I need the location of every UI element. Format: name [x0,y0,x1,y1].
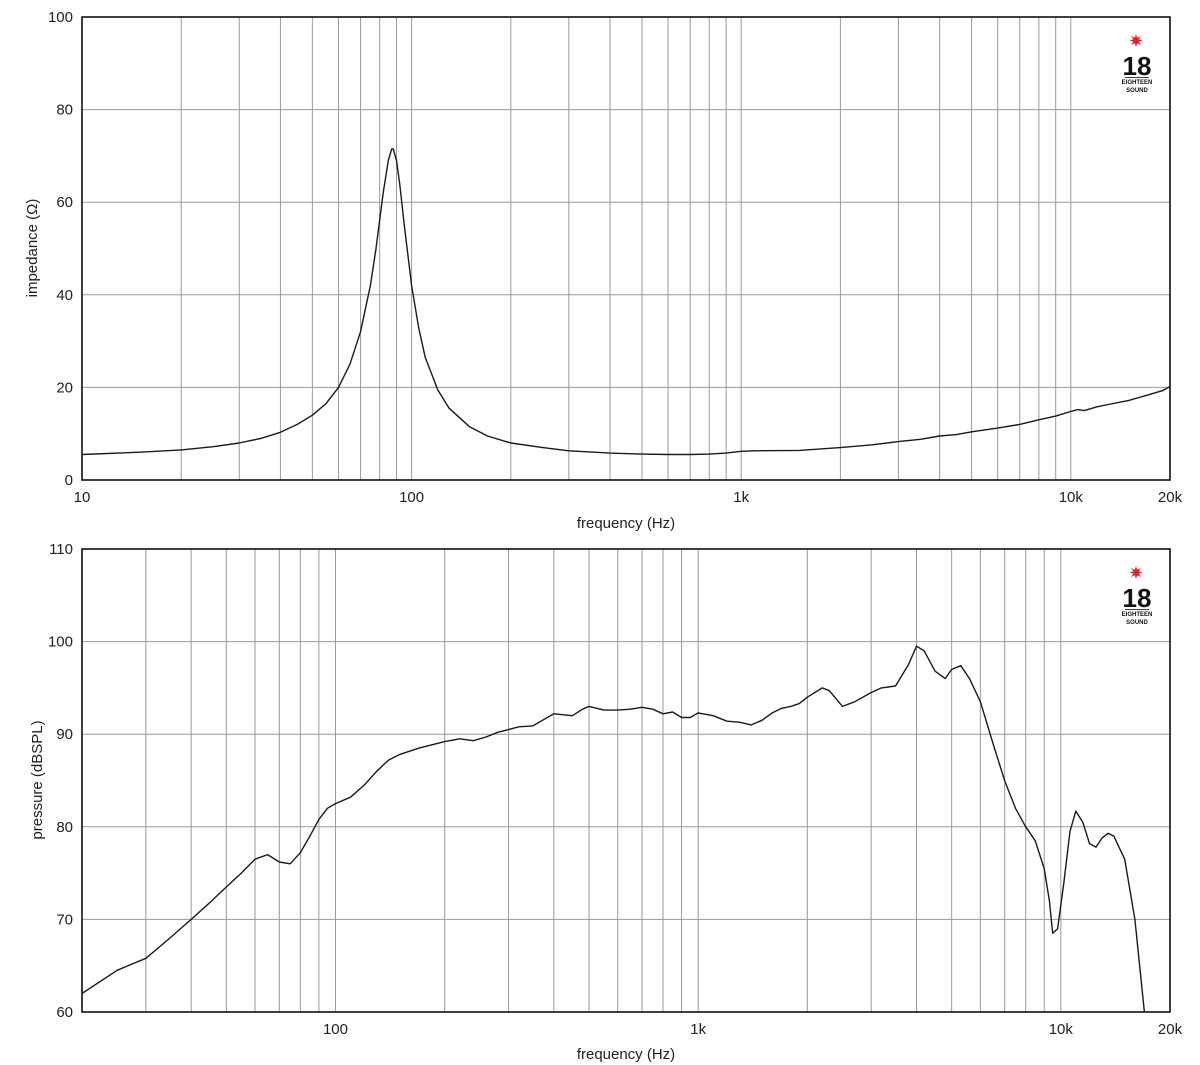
y-tick-label: 70 [56,911,73,928]
star-icon [1129,34,1143,47]
x-tick-label: 10k [1049,1021,1074,1038]
y-tick-label: 40 [56,287,73,304]
x-tick-label: 100 [399,489,424,506]
x-tick-label: 100 [323,1021,348,1038]
y-tick-label: 60 [56,1004,73,1021]
logo-line2: SOUND [1126,620,1148,626]
impedance-chart: 0 20 40 60 80 100 10 100 1k 10k 20k frequency (Hz)… [24,9,1183,532]
y-tick-label: 100 [48,634,73,651]
star-icon [1129,566,1143,579]
pressure-chart: 60 70 80 90 100 110 100 1k 10k 20k frequency (Hz)… [29,541,1183,1063]
logo-number: 18 [1123,583,1152,613]
impedance-curve [81,148,1171,456]
x-tick-label: 1k [733,489,749,506]
logo-line2: SOUND [1126,88,1148,94]
eighteen-sound-logo: 18 EIGHTEEN SOUND [1122,34,1153,94]
impedance-xlabel: frequency (Hz) [577,515,675,532]
impedance-ylabel: impedance (Ω) [24,199,41,298]
y-tick-label: 110 [49,541,73,558]
y-tick-label: 80 [56,102,73,119]
pressure-plot-frame [81,548,1171,1013]
y-tick-label: 0 [65,472,73,489]
x-tick-label: 20k [1158,489,1183,506]
y-tick-label: 80 [56,819,73,836]
x-tick-label: 20k [1158,1021,1183,1038]
y-tick-label: 100 [48,9,73,26]
y-tick-label: 90 [56,726,73,743]
impedance-plot-frame [81,16,1171,481]
logo-line1: EIGHTEEN [1122,612,1153,618]
y-tick-label: 20 [56,379,73,396]
x-tick-label: 10k [1059,489,1084,506]
y-tick-label: 60 [56,194,73,211]
pressure-ylabel: pressure (dBSPL) [29,720,46,839]
logo-number: 18 [1123,51,1152,81]
logo-line1: EIGHTEEN [1122,80,1153,86]
x-tick-label: 10 [74,489,91,506]
eighteen-sound-logo: 18 EIGHTEEN SOUND [1122,566,1153,626]
pressure-curve [81,645,1146,1013]
x-tick-label: 1k [690,1021,706,1038]
pressure-xlabel: frequency (Hz) [577,1046,675,1063]
